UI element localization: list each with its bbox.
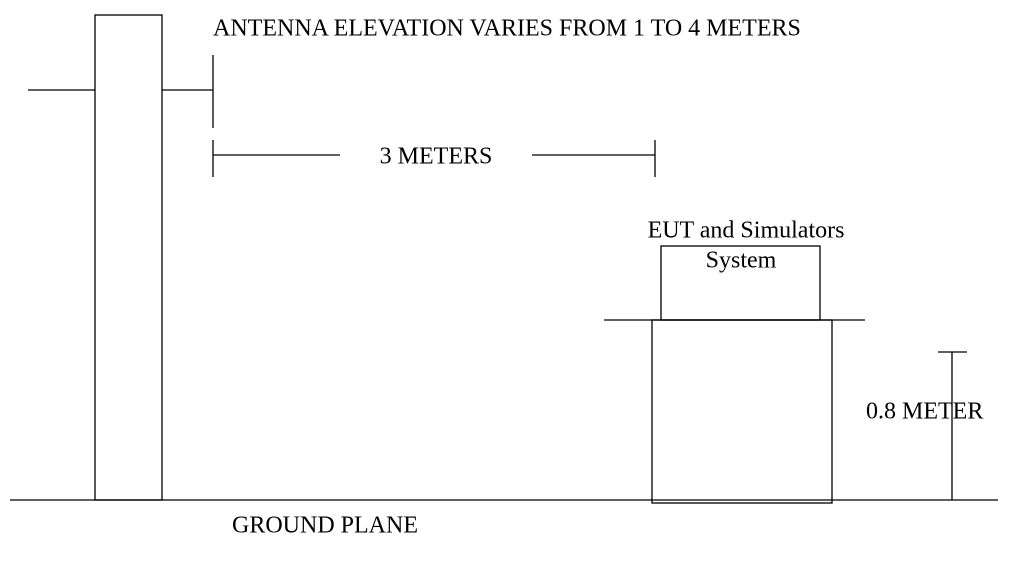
eut-label: EUT and Simulators	[648, 218, 845, 244]
ground-label: GROUND PLANE	[232, 513, 418, 539]
antenna-label: ANTENNA ELEVATION VARIES FROM 1 TO 4 MET…	[213, 16, 801, 42]
table	[651, 319, 833, 504]
height-label: 0.8 METER	[866, 399, 983, 425]
distance-label: 3 METERS	[380, 144, 493, 170]
antenna-mast	[94, 14, 163, 501]
system-label: System	[706, 248, 777, 274]
